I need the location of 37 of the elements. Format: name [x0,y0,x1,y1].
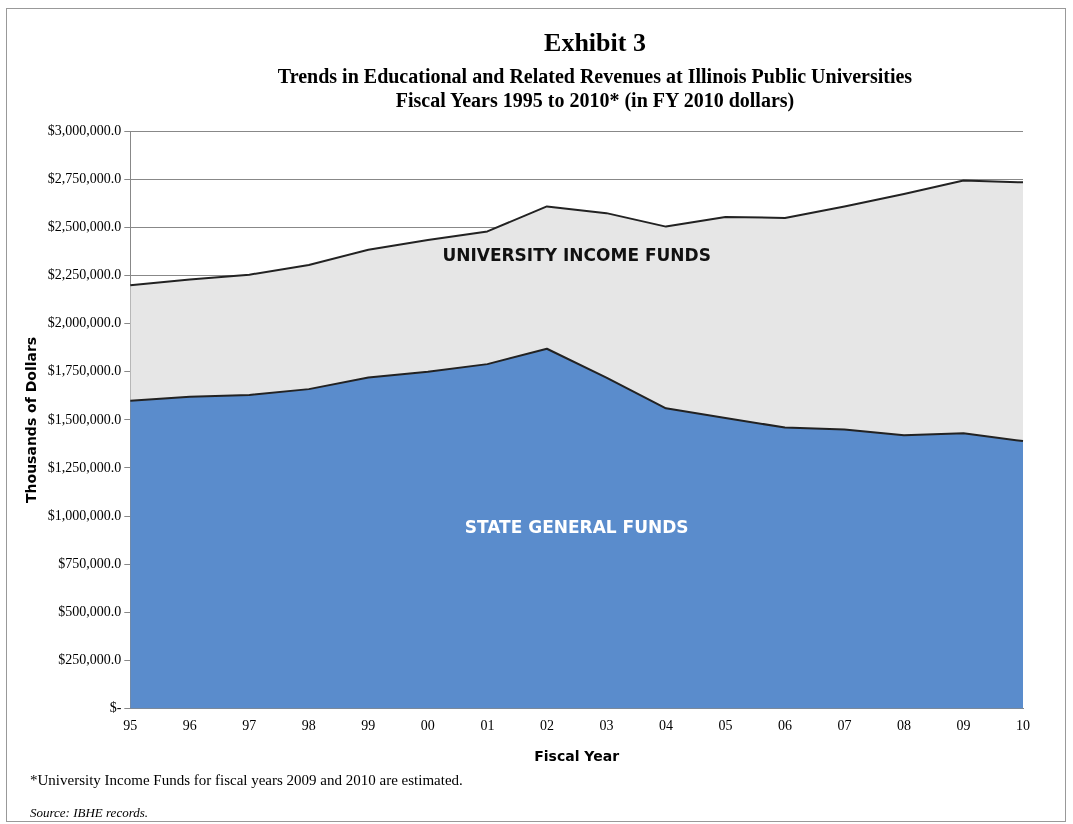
y-tick-label: $1,500,000.0 [47,411,122,427]
y-tick-label: $2,250,000.0 [47,267,122,283]
series-label: STATE GENERAL FUNDS [464,516,689,537]
x-tick-label: 10 [1016,718,1030,734]
source-note: Source: IBHE records. [30,805,149,821]
y-tick-label: $500,000.0 [58,603,122,619]
text: *University Income Funds for fiscal years 2009 and 2010 are estimated. [30,772,463,789]
y-tick-label: $3,000,000.0 [47,123,122,139]
x-tick-label: 08 [896,718,911,734]
y-tick-label: $- [109,700,122,716]
x-tick-label: 99 [361,718,376,734]
y-tick-label: $2,500,000.0 [47,219,122,235]
x-tick-label: 04 [658,718,673,734]
x-tick-label: 96 [182,718,197,734]
x-tick-label: 97 [242,718,257,734]
y-tick-label: $250,000.0 [58,651,122,667]
y-tick-label: $1,000,000.0 [47,507,122,523]
x-tick-label: 02 [539,718,554,734]
x-tick-label: 95 [123,718,138,734]
x-tick-label: 00 [420,718,435,734]
y-axis-title: Thousands of Dollars [23,336,40,503]
series-label: UNIVERSITY INCOME FUNDS [442,244,711,265]
y-tick-label: $2,000,000.0 [47,315,122,331]
chart-title: Exhibit 3 [543,28,647,58]
x-axis-title: Fiscal Year [534,748,620,765]
x-tick-label: 03 [599,718,614,734]
chart-subtitle: Trends in Educational and Related Revenues at Illinois Public Universities Fiscal Years 1995 to 2010* (in FY 2010 dollars) [276,64,914,112]
y-tick-label: $750,000.0 [58,555,122,571]
y-tick-label: $2,750,000.0 [47,171,122,187]
x-tick-label: 07 [837,718,852,734]
x-tick-label: 09 [956,718,971,734]
x-tick-label: 01 [480,718,495,734]
x-tick-label: 06 [777,718,792,734]
y-tick-label: $1,750,000.0 [47,363,122,379]
y-tick-label: $1,250,000.0 [47,459,122,475]
x-tick-label: 98 [301,718,316,734]
x-tick-label: 05 [718,718,733,734]
